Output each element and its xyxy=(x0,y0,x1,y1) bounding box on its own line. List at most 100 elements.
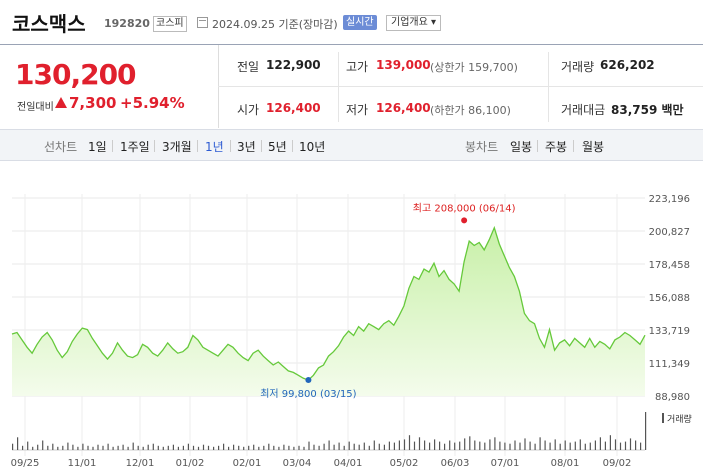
period-tab-3m[interactable]: 3개월 xyxy=(162,140,192,154)
volume-bar xyxy=(283,444,285,450)
volume-bar xyxy=(398,440,400,450)
volume-bar xyxy=(368,445,370,450)
chart-tab-bar: 선차트 1일 1주일 3개월 1년 3년 5년 10년 봉차트 일봉 주봉 월봉 xyxy=(0,129,703,161)
volume-bar xyxy=(263,445,265,450)
period-tab-3y[interactable]: 3년 xyxy=(237,140,256,154)
candle-tab-monthly[interactable]: 월봉 xyxy=(582,140,605,154)
tab-separator xyxy=(573,140,574,152)
volume-bar xyxy=(504,442,506,450)
low-value: 126,400 xyxy=(376,101,431,115)
high-marker xyxy=(461,217,468,224)
volume-bar xyxy=(524,438,526,450)
low-marker xyxy=(305,377,312,384)
volume-bar xyxy=(640,442,642,450)
quote-col-divider xyxy=(338,52,339,122)
volume-bar xyxy=(17,437,19,450)
low-label: 저가 xyxy=(346,103,369,117)
volume-bar xyxy=(403,439,406,450)
candle-tab-weekly[interactable]: 주봉 xyxy=(545,140,568,154)
volume-bar xyxy=(594,440,596,450)
volume-bar xyxy=(373,440,375,450)
realtime-button[interactable]: 실시간 xyxy=(343,15,377,30)
volume-bar xyxy=(489,439,491,450)
volume-bar xyxy=(539,437,541,450)
volume-bar xyxy=(92,446,94,450)
open-label: 시가 xyxy=(237,103,260,117)
volume-bar xyxy=(182,445,184,450)
volume-bar xyxy=(22,445,24,450)
volume-bar xyxy=(509,443,511,450)
volume-bar xyxy=(117,445,119,450)
period-tab-5y[interactable]: 5년 xyxy=(268,140,287,154)
y-tick-label: 88,980 xyxy=(655,392,690,403)
volume-bar xyxy=(589,442,591,450)
volume-bar xyxy=(107,443,109,450)
volume-bar xyxy=(52,443,54,450)
volume-bar xyxy=(72,444,74,450)
volume-bar xyxy=(549,442,551,450)
volume-bar xyxy=(459,441,461,450)
volume-bar xyxy=(439,441,441,450)
volume-bar xyxy=(152,443,154,450)
volume-bar xyxy=(12,443,14,450)
change-percent: +5.94% xyxy=(120,94,185,112)
low-annotation: 최저 99,800 (03/15) xyxy=(260,388,356,400)
volume-bar xyxy=(544,440,546,450)
volume-bar xyxy=(554,439,556,450)
tab-separator xyxy=(292,140,293,152)
volume-bar xyxy=(323,443,325,450)
quote-row-divider xyxy=(218,86,703,87)
volume-bar xyxy=(197,446,200,450)
volume-bar xyxy=(147,444,149,450)
candle-chart-tab[interactable]: 봉차트 xyxy=(465,140,499,154)
volume-bar xyxy=(102,445,104,450)
x-tick-label: 11/01 xyxy=(68,458,97,469)
company-info-dropdown[interactable]: 기업개요 ▾ xyxy=(386,15,441,31)
volume-bar xyxy=(243,446,245,450)
x-tick-label: 12/01 xyxy=(126,458,155,469)
price-line xyxy=(11,225,646,381)
volume-bar xyxy=(418,437,421,450)
volume-bar xyxy=(454,442,456,450)
period-tab-1y[interactable]: 1년 xyxy=(205,140,224,154)
up-arrow-icon xyxy=(55,97,67,108)
volume-bar xyxy=(514,440,516,450)
period-tab-1w[interactable]: 1주일 xyxy=(120,140,150,154)
volume-bar xyxy=(177,446,179,450)
tab-separator xyxy=(230,140,231,152)
tab-separator xyxy=(261,140,262,152)
volume-bar xyxy=(253,444,255,450)
price-chart[interactable]: 223,196 200,827 178,458 156,088 133,719 111,3… xyxy=(0,161,703,475)
line-chart-tab[interactable]: 선차트 xyxy=(44,140,78,154)
period-tab-1d[interactable]: 1일 xyxy=(88,140,107,154)
candle-tab-daily[interactable]: 일봉 xyxy=(510,140,533,154)
volume-bar xyxy=(42,440,44,450)
volume-bar xyxy=(218,445,220,450)
volume-bar xyxy=(609,435,611,450)
volume-bar xyxy=(604,441,606,450)
upper-limit: (상한가 159,700) xyxy=(430,61,518,74)
volume-bar xyxy=(529,441,531,450)
volume-bar xyxy=(278,446,280,450)
volume-bar xyxy=(77,446,79,450)
volume-bar xyxy=(338,442,340,450)
x-tick-label: 08/01 xyxy=(551,458,580,469)
volume-bar xyxy=(333,444,335,450)
x-tick-label: 04/01 xyxy=(334,458,363,469)
volume-bar xyxy=(519,442,521,450)
tab-separator xyxy=(197,140,198,152)
volume-bar xyxy=(559,443,561,450)
volume-bar xyxy=(393,442,395,450)
volume-bar xyxy=(449,440,451,450)
volume-bar xyxy=(82,443,84,450)
volume-bar xyxy=(318,445,320,450)
stock-code: 192820 xyxy=(104,17,150,30)
volume-bar xyxy=(97,444,99,450)
quote-col-divider xyxy=(548,52,549,122)
lower-limit: (하한가 86,100) xyxy=(430,104,511,117)
volume-bar xyxy=(112,446,114,450)
header-divider xyxy=(0,44,703,45)
x-tick-label: 07/01 xyxy=(491,458,520,469)
period-tab-10y[interactable]: 10년 xyxy=(299,140,326,154)
base-date: 2024.09.25 기준(장마감) xyxy=(212,18,338,31)
